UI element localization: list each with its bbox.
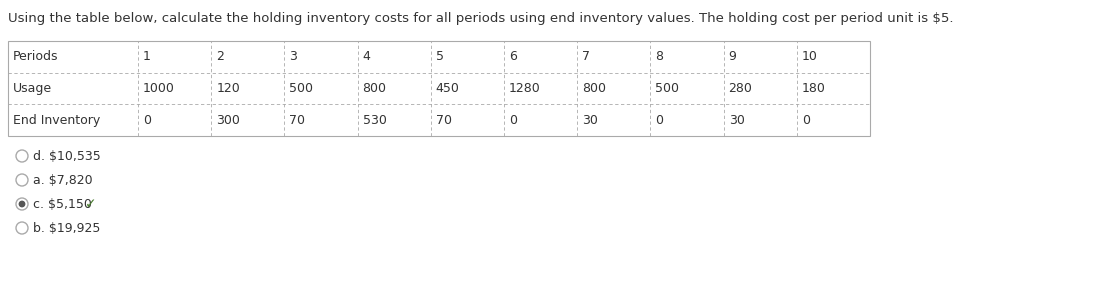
Text: 5: 5 [436,50,444,63]
Text: 0: 0 [509,114,517,127]
Text: 120: 120 [216,82,240,95]
Text: 800: 800 [582,82,607,95]
Text: ✓: ✓ [85,197,96,211]
Text: 7: 7 [582,50,590,63]
Text: 1: 1 [143,50,151,63]
Text: 3: 3 [289,50,297,63]
Text: 0: 0 [655,114,663,127]
Text: d. $10,535: d. $10,535 [33,149,101,162]
Text: 4: 4 [363,50,370,63]
Text: 8: 8 [655,50,663,63]
Text: 10: 10 [802,50,817,63]
Text: End Inventory: End Inventory [13,114,100,127]
Text: Periods: Periods [13,50,59,63]
Text: 530: 530 [363,114,386,127]
Text: 6: 6 [509,50,517,63]
Text: 450: 450 [436,82,459,95]
Text: b. $19,925: b. $19,925 [33,222,101,235]
Text: 300: 300 [216,114,240,127]
Text: 30: 30 [582,114,598,127]
Text: Usage: Usage [13,82,52,95]
Text: 30: 30 [729,114,744,127]
Text: 500: 500 [655,82,680,95]
Text: 800: 800 [363,82,387,95]
Bar [8,41,869,136]
Text: Using the table below, calculate the holding inventory costs for all periods usi: Using the table below, calculate the hol… [8,12,954,25]
Text: 1280: 1280 [509,82,541,95]
Text: 0: 0 [802,114,810,127]
Text: 9: 9 [729,50,736,63]
Text: 1000: 1000 [143,82,175,95]
Text: 2: 2 [216,50,224,63]
Text: 280: 280 [729,82,753,95]
Text: 180: 180 [802,82,826,95]
Text: a. $7,820: a. $7,820 [33,174,93,187]
Text: 500: 500 [289,82,314,95]
Text: c. $5,150: c. $5,150 [33,197,92,210]
Text: 0: 0 [143,114,151,127]
Text: 70: 70 [289,114,305,127]
Text: 70: 70 [436,114,451,127]
Circle shape [19,201,24,207]
